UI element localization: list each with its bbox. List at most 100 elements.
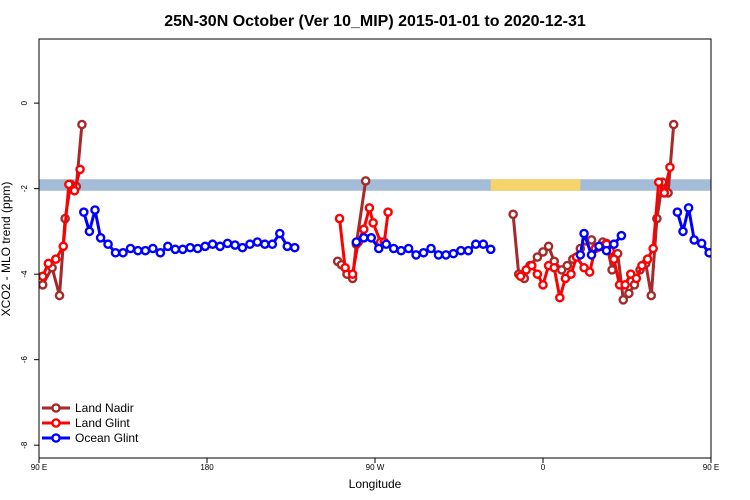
- data-point: [624, 288, 634, 299]
- data-point: [103, 239, 113, 250]
- data-point: [388, 243, 399, 254]
- data-point: [463, 245, 474, 256]
- y-tick-label: 0: [20, 100, 29, 105]
- data-point: [192, 243, 203, 254]
- data-point: [54, 290, 65, 301]
- data-point: [58, 241, 69, 252]
- data-point: [704, 247, 711, 258]
- data-point: [358, 233, 369, 243]
- data-point: [418, 247, 429, 258]
- data-point: [618, 295, 629, 305]
- data-point: [689, 235, 700, 245]
- data-point: [620, 280, 630, 290]
- data-point: [508, 209, 518, 220]
- data-point: [743, 245, 750, 252]
- data-point: [678, 226, 688, 237]
- band-land-0: [490, 179, 581, 191]
- chart-title: 25N-30N October (Ver 10_MIP) 2015-01-01 …: [164, 13, 586, 30]
- data-point: [200, 241, 210, 252]
- data-point: [364, 203, 375, 213]
- x-tick-label: 90 W: [366, 463, 385, 472]
- data-point: [631, 273, 642, 284]
- data-point: [735, 247, 742, 254]
- data-point: [555, 292, 565, 303]
- legend-swatch-marker: [51, 433, 61, 443]
- series-ocean-glint: [79, 203, 750, 260]
- series-line: [675, 206, 711, 255]
- data-point: [360, 176, 371, 186]
- data-point: [84, 226, 95, 237]
- data-point: [594, 241, 604, 252]
- data-point: [185, 242, 195, 253]
- data-point: [609, 254, 619, 264]
- x-tick-label: 0: [541, 463, 546, 472]
- data-point: [237, 242, 248, 253]
- legend-swatch-marker: [51, 418, 61, 428]
- data-point: [478, 239, 489, 250]
- data-point: [515, 271, 526, 282]
- data-point: [538, 247, 548, 257]
- data-point: [347, 269, 358, 279]
- legend-label: Land Glint: [75, 416, 130, 430]
- x-tick-label: 90 E: [31, 463, 47, 472]
- data-point: [366, 233, 377, 243]
- data-point: [64, 179, 74, 190]
- data-point: [470, 239, 481, 250]
- data-point: [110, 247, 121, 258]
- series-land-nadir: [39, 119, 679, 305]
- data-point: [383, 207, 393, 217]
- legend-item: Ocean Glint: [42, 431, 139, 445]
- legend-item: Land Nadir: [42, 401, 134, 415]
- data-point: [133, 245, 143, 256]
- data-point: [334, 213, 345, 224]
- data-point: [642, 254, 653, 264]
- data-point: [170, 244, 181, 255]
- data-point: [207, 239, 218, 250]
- data-point: [39, 271, 48, 282]
- data-point: [648, 243, 658, 254]
- data-point: [215, 241, 225, 252]
- data-point: [609, 239, 619, 250]
- data-point: [274, 228, 285, 239]
- data-point: [441, 250, 451, 260]
- legend-swatch-marker: [51, 403, 61, 413]
- data-point: [230, 240, 240, 250]
- data-point: [659, 188, 670, 198]
- data-point: [125, 243, 136, 254]
- series-layer: [39, 119, 750, 305]
- data-point: [584, 267, 595, 277]
- data-point: [282, 241, 293, 252]
- data-point: [260, 239, 270, 250]
- data-point: [90, 205, 100, 215]
- data-point: [665, 162, 675, 173]
- data-point: [668, 119, 679, 130]
- data-point: [351, 237, 362, 247]
- data-point: [340, 262, 350, 273]
- data-point: [140, 245, 151, 256]
- data-point: [373, 243, 384, 254]
- data-point: [433, 250, 444, 260]
- data-point: [245, 239, 255, 250]
- data-point: [51, 254, 61, 264]
- data-point: [222, 238, 233, 249]
- y-tick-label: -4: [20, 270, 29, 278]
- data-point: [95, 233, 106, 243]
- data-point: [549, 262, 560, 273]
- data-point: [575, 250, 586, 260]
- data-point: [252, 237, 263, 247]
- data-point: [448, 248, 459, 259]
- data-point: [601, 245, 612, 256]
- data-point: [267, 239, 278, 250]
- x-tick-label: 180: [200, 463, 214, 472]
- data-point: [646, 290, 657, 301]
- data-point: [696, 238, 707, 249]
- data-point: [616, 230, 627, 241]
- x-tick-label: 90 E: [703, 463, 719, 472]
- data-point: [75, 164, 85, 175]
- data-point: [586, 250, 597, 260]
- data-point: [69, 185, 80, 196]
- x-axis: 90 E 180 90 W 0 90 E: [31, 458, 719, 472]
- coverage-band: [39, 179, 711, 191]
- data-point: [532, 269, 543, 279]
